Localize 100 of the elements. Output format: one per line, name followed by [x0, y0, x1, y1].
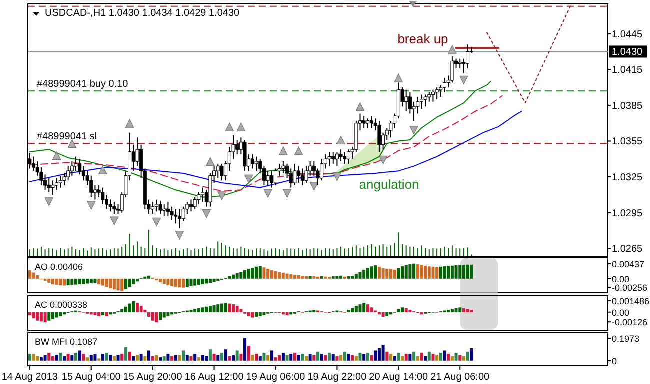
- bar: [109, 355, 112, 361]
- bar: [432, 354, 435, 361]
- bar: [28, 354, 32, 361]
- candlestick: [174, 208, 178, 224]
- bar: [120, 354, 124, 361]
- bar: [66, 354, 70, 361]
- bar: [401, 356, 404, 361]
- bar: [48, 353, 51, 361]
- bar: [116, 278, 120, 291]
- candlestick: [420, 94, 424, 110]
- candlestick: [108, 199, 112, 212]
- bar: [162, 312, 166, 318]
- bar: [194, 354, 197, 361]
- text: BW MFI 0.1087: [35, 337, 98, 347]
- bar: [166, 278, 170, 286]
- bar: [358, 272, 362, 279]
- bar: [94, 278, 97, 284]
- bar: [282, 353, 285, 361]
- y-tick-label: 1.0445: [612, 29, 644, 40]
- point: [202, 210, 211, 218]
- bar: [397, 268, 400, 279]
- bar: [286, 312, 289, 316]
- candlestick: [304, 166, 308, 184]
- bar: [105, 278, 108, 288]
- bar: [224, 303, 228, 312]
- bar: [378, 266, 381, 279]
- bar: [62, 278, 66, 286]
- candlestick: [162, 204, 166, 217]
- bar: [393, 270, 396, 279]
- bar: [470, 264, 474, 279]
- bar: [358, 304, 362, 312]
- bar: [98, 278, 101, 284]
- bar: [128, 352, 132, 361]
- candlestick: [66, 166, 70, 182]
- bar: [450, 309, 454, 312]
- bar: [404, 354, 408, 361]
- bar: [308, 276, 312, 279]
- point: [356, 102, 365, 112]
- bar: [297, 355, 300, 361]
- candlestick: [366, 118, 370, 129]
- bar: [401, 308, 404, 312]
- bar: [404, 308, 408, 312]
- candlestick: [443, 77, 447, 93]
- bar: [382, 268, 385, 279]
- bar: [51, 312, 54, 320]
- candlestick: [220, 163, 224, 182]
- bar: [351, 308, 354, 312]
- candlestick: [428, 92, 432, 102]
- point: [379, 156, 388, 164]
- y-tick-label: 1.0385: [612, 100, 644, 112]
- bar: [443, 266, 446, 279]
- bar: [136, 278, 139, 282]
- bar: [59, 353, 62, 361]
- candlestick: [154, 199, 158, 212]
- point: [264, 189, 272, 198]
- y-tick-label: 0.1973: [612, 334, 640, 344]
- bar: [132, 278, 136, 284]
- candlestick: [439, 84, 443, 98]
- bar: [236, 306, 239, 312]
- bar: [159, 278, 162, 282]
- bar: [28, 312, 32, 316]
- candlestick: [424, 94, 428, 108]
- bar: [370, 266, 374, 279]
- bar: [124, 306, 128, 312]
- y-tick-label: 0.00: [612, 308, 630, 318]
- bar: [208, 350, 212, 361]
- bar: [278, 355, 282, 361]
- candlestick: [320, 158, 324, 182]
- bar: [124, 347, 128, 361]
- candlestick: [243, 140, 247, 172]
- candlestick: [370, 116, 374, 129]
- bar: [232, 274, 235, 279]
- y-tick-label: 0: [612, 356, 618, 366]
- y-tick-label: 0.00: [612, 274, 630, 284]
- bar: [308, 354, 312, 361]
- bar: [74, 353, 78, 361]
- bar: [136, 355, 139, 361]
- bar: [340, 276, 343, 279]
- bar: [205, 278, 208, 284]
- x-tick-label: 16 Aug 12:00: [184, 372, 244, 383]
- bar: [466, 264, 470, 279]
- point: [244, 174, 254, 184]
- bar: [362, 354, 366, 361]
- point: [279, 146, 288, 156]
- bar: [420, 353, 424, 361]
- bar: [208, 306, 212, 312]
- bar: [174, 355, 178, 361]
- bar: [166, 354, 170, 361]
- bar: [228, 304, 232, 312]
- bar: [462, 265, 466, 279]
- bar: [147, 276, 150, 279]
- bar: [286, 355, 289, 361]
- point: [98, 166, 108, 174]
- bar: [201, 278, 204, 284]
- bar: [247, 268, 250, 279]
- bar: [332, 354, 335, 361]
- bar: [178, 278, 182, 288]
- point: [87, 201, 96, 210]
- bar: [462, 356, 466, 361]
- point: [152, 218, 161, 226]
